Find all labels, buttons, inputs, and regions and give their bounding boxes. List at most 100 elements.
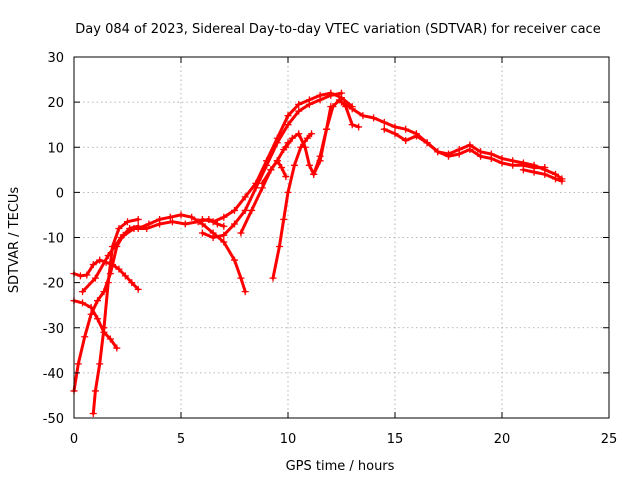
data-point-marker [466,146,474,154]
y-tick-label: 20 [47,96,64,111]
data-point-marker [295,100,303,108]
data-point-marker [81,333,89,341]
y-tick-label: -30 [43,322,64,337]
data-point-marker [541,164,549,172]
data-point-marker [74,360,82,368]
data-point-marker [83,271,91,279]
y-tick-labels: -50 -40 -30 -20 -10 0 10 20 30 [43,51,64,427]
y-tick-label: 0 [56,186,64,201]
data-point-marker [348,105,356,113]
data-point-marker [278,164,286,172]
data-point-marker [237,229,245,237]
data-point-marker [310,170,318,178]
data-point-marker [156,215,164,223]
data-point-marker [89,261,97,269]
data-point-marker [282,143,290,151]
data-point-marker [282,173,290,181]
data-point-marker [391,123,399,131]
data-point-marker [275,243,283,251]
data-point-marker [288,134,296,142]
data-point-marker [79,288,87,296]
data-point-marker [359,112,367,120]
data-point-marker [100,324,108,332]
data-point-marker [295,107,303,115]
data-point-marker [248,206,256,214]
data-point-marker [267,166,275,174]
data-point-marker [284,188,292,196]
data-point-marker [96,256,104,264]
data-point-marker [220,231,228,239]
data-point-marker [380,125,388,133]
data-point-marker [104,279,112,287]
data-point-marker [280,215,288,223]
data-point-marker [423,139,431,147]
x-tick-label: 5 [177,432,185,447]
series-line [136,213,247,294]
data-point-marker [487,155,495,163]
data-point-marker [198,229,206,237]
series-arc-16 [519,166,566,185]
data-point-marker [273,139,281,147]
data-point-marker [305,100,313,108]
data-point-marker [290,161,298,169]
data-point-marker [509,161,517,169]
data-point-marker [94,297,102,305]
data-point-marker [308,130,316,138]
series-arc-4 [89,215,142,417]
data-point-marker [552,175,559,183]
data-point-marker [94,315,102,323]
data-point-marker [241,288,249,296]
data-point-marker [530,168,538,176]
data-point-marker [301,143,309,151]
data-point-marker [445,152,452,160]
data-point-marker [220,213,228,221]
x-tick-labels: 0 5 10 15 20 25 [70,432,617,447]
data-point-marker [241,193,249,201]
data-point-marker [273,157,281,165]
data-point-marker [87,310,95,318]
data-point-marker [295,130,303,138]
data-point-marker [258,179,266,187]
series-arc-8 [198,89,345,241]
y-tick-label: -50 [43,412,64,427]
data-point-marker [252,184,260,192]
data-point-marker [134,285,142,293]
data-point-marker [76,272,84,280]
data-point-marker [134,224,142,232]
data-point-marker [79,299,87,307]
x-tick-label: 10 [280,432,297,447]
data-point-marker [168,218,176,226]
data-point-marker [113,344,121,352]
data-point-marker [284,121,292,129]
series-arc-15 [380,125,549,172]
series-line [340,100,564,181]
x-tick-label: 15 [387,432,404,447]
data-point-marker [209,234,217,241]
data-point-marker [380,118,388,126]
data-point-marker [237,274,245,282]
series-arc-6 [134,211,249,296]
data-point-marker [455,150,463,158]
data-point-marker [220,238,228,246]
data-point-marker [519,166,527,174]
data-point-marker [316,96,324,104]
data-point-marker [89,409,97,417]
data-point-marker [231,206,238,214]
series-line [382,127,547,170]
data-point-marker [269,274,277,282]
y-axis-label: SDTVAR / TECUs [7,187,22,294]
x-axis-label: GPS time / hours [286,459,395,474]
x-tick-label: 20 [494,432,511,447]
data-point-marker [498,159,506,167]
data-point-marker [402,136,410,144]
data-point-marker [355,123,363,131]
data-point-marker [338,89,345,97]
data-point-marker [323,125,331,133]
chart-title: Day 084 of 2023, Sidereal Day-to-day VTE… [75,22,600,37]
data-point-marker [241,206,249,214]
data-point-marker [477,152,485,160]
data-point-marker [145,220,153,228]
data-point-marker [128,279,136,287]
series-line [271,132,313,280]
